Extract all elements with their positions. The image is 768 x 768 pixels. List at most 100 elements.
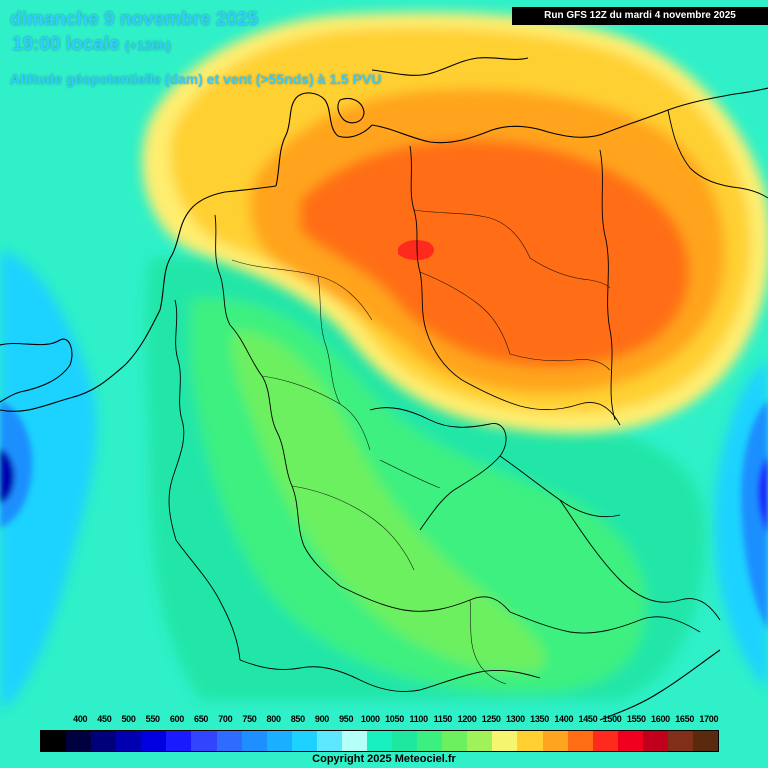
legend-label: 1300 <box>505 714 525 724</box>
legend-label: 1000 <box>360 714 380 724</box>
border-poland-east <box>599 149 616 421</box>
region-line-6 <box>529 257 611 289</box>
legend-swatch-8 <box>241 731 267 751</box>
coastline-britain <box>0 338 73 403</box>
copyright-notice: Copyright 2025 Meteociel.fr <box>312 753 456 765</box>
border-baltic-states <box>667 109 768 199</box>
border-france-belgium-germany <box>168 299 185 541</box>
border-germany-netherlands <box>214 214 231 326</box>
region-line-1 <box>231 259 373 321</box>
legend-label: 750 <box>242 714 257 724</box>
legend-swatch-3 <box>116 731 142 751</box>
legend-label: 1200 <box>457 714 477 724</box>
region-line-7 <box>419 271 511 355</box>
legend-swatch-4 <box>141 731 167 751</box>
legend-swatch-13 <box>367 731 393 751</box>
legend-label: 650 <box>194 714 209 724</box>
legend-label: 950 <box>339 714 354 724</box>
field-west-darkblue <box>0 448 15 504</box>
legend-swatch-19 <box>517 731 543 751</box>
legend-label: 800 <box>266 714 281 724</box>
border-slovakia-hungary <box>559 499 721 621</box>
legend-label: 900 <box>314 714 330 724</box>
legend-swatch-25 <box>667 731 694 751</box>
coastline-denmark <box>275 92 373 187</box>
legend-swatch-12 <box>341 731 368 751</box>
forecast-lead-time: (+126h) <box>125 38 171 53</box>
legend-label: 400 <box>73 714 88 724</box>
legend-swatch-11 <box>316 731 342 751</box>
legend-swatch-1 <box>66 731 92 751</box>
regional-borders <box>231 209 611 685</box>
coastline-adriatic <box>599 649 721 721</box>
legend-swatch-10 <box>291 731 317 751</box>
region-line-4 <box>317 275 341 405</box>
legend-label: 1400 <box>554 714 574 724</box>
coastlines <box>0 57 768 721</box>
forecast-time-value: 19:00 locale <box>12 34 120 55</box>
border-germany-czech <box>369 407 507 531</box>
field-light-green <box>231 330 546 673</box>
coastline-zealand <box>337 97 365 124</box>
field-red-core <box>398 240 434 261</box>
model-run-label: Run GFS 12Z du mardi 4 novembre 2025 <box>512 7 768 25</box>
legend-swatch-9 <box>266 731 292 751</box>
legend-label: 850 <box>290 714 305 724</box>
region-line-3 <box>291 485 415 571</box>
legend-swatch-22 <box>592 731 618 751</box>
legend-swatch-21 <box>567 731 593 751</box>
field-dark-orange <box>300 140 690 367</box>
legend-swatch-7 <box>216 731 242 751</box>
forecast-time: 19:00 locale (+126h) <box>12 34 171 56</box>
border-swiss-italy <box>239 659 421 692</box>
coastline-brittany-channel <box>0 309 161 412</box>
legend-swatch-16 <box>442 731 468 751</box>
legend-swatch-5 <box>166 731 192 751</box>
legend-swatch-18 <box>492 731 518 751</box>
legend-color-bar <box>40 730 719 752</box>
legend-label: 700 <box>218 714 233 724</box>
field-east-deepblue <box>758 455 768 534</box>
legend-swatch-6 <box>191 731 217 751</box>
border-germany-austria <box>339 585 511 613</box>
coastline-sweden <box>371 57 529 76</box>
forecast-variable: Altitude géopotentielle (dam) et vent (>… <box>10 71 382 87</box>
field-west-cyan <box>0 250 97 710</box>
legend-label: 1050 <box>385 714 404 724</box>
legend-label: 500 <box>121 714 136 724</box>
border-poland-czech <box>461 379 621 426</box>
region-line-9 <box>469 599 507 685</box>
legend-swatch-17 <box>467 731 493 751</box>
country-borders <box>168 109 768 692</box>
legend-label: 1650 <box>675 714 695 724</box>
coastline-baltic-south <box>371 87 768 144</box>
legend-label: 1550 <box>626 714 646 724</box>
forecast-date: dimanche 9 novembre 2025 <box>10 9 259 30</box>
legend-label: 1500 <box>602 714 622 724</box>
legend-label: 1600 <box>651 714 670 724</box>
border-austria-hungary <box>509 611 701 634</box>
legend-label: 550 <box>145 714 160 724</box>
legend-swatch-15 <box>417 731 443 751</box>
legend-label: 600 <box>169 714 184 724</box>
region-line-5 <box>413 209 531 259</box>
legend-label: 1100 <box>409 714 429 724</box>
border-france-swiss <box>175 539 241 661</box>
legend-label: 1150 <box>433 714 453 724</box>
legend-label: 1700 <box>699 714 719 724</box>
region-line-8 <box>509 353 611 371</box>
border-austria-italy <box>419 669 541 691</box>
legend-swatch-2 <box>91 731 117 751</box>
legend-label: 1250 <box>481 714 501 724</box>
legend-label: 450 <box>97 714 112 724</box>
region-line-10 <box>379 459 441 489</box>
legend-labels: 400 450 500 550 600 650 700 750 800 850 900 950 1000… <box>40 714 730 728</box>
legend-swatch-14 <box>392 731 418 751</box>
legend-swatch-0 <box>41 731 67 751</box>
coastline-low-countries <box>159 185 277 311</box>
border-germany-poland <box>409 145 463 381</box>
legend-swatch-24 <box>642 731 668 751</box>
legend-label: 1450 <box>578 714 598 724</box>
